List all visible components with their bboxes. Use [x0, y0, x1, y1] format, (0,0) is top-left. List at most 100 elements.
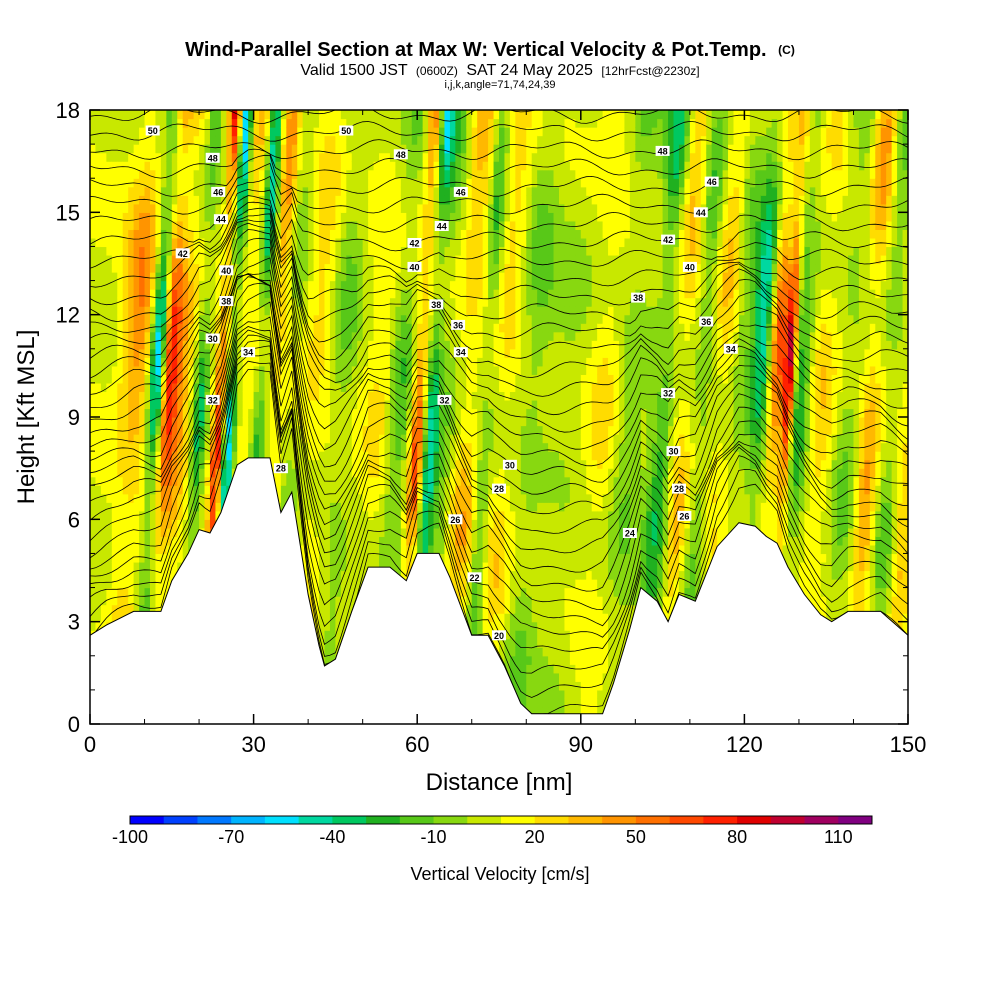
w-cell — [155, 493, 162, 503]
w-cell — [199, 331, 206, 341]
w-cell — [351, 272, 358, 282]
w-cell — [209, 254, 217, 265]
w-cell — [95, 519, 102, 529]
w-cell — [417, 365, 424, 375]
w-cell — [215, 306, 222, 316]
w-cell — [269, 186, 277, 196]
w-cell — [133, 519, 140, 529]
w-cell — [133, 434, 140, 444]
w-cell — [117, 306, 124, 316]
w-cell — [209, 357, 217, 367]
w-cell — [417, 374, 424, 384]
w-cell — [379, 442, 386, 452]
w-cell — [324, 604, 331, 614]
w-cell — [346, 212, 353, 222]
w-cell — [362, 263, 369, 273]
w-cell — [313, 493, 320, 503]
w-cell — [340, 323, 347, 333]
w-cell — [319, 570, 326, 580]
w-cell — [346, 399, 353, 410]
w-cell — [90, 229, 97, 239]
w-cell — [389, 314, 396, 324]
w-cell — [139, 263, 146, 273]
w-cell — [400, 110, 407, 120]
w-cell — [373, 246, 380, 256]
w-cell — [384, 246, 391, 256]
w-cell — [160, 544, 167, 555]
w-cell — [128, 348, 135, 358]
w-cell — [111, 561, 118, 572]
w-cell — [395, 553, 402, 563]
w-cell — [362, 169, 369, 179]
w-cell — [417, 254, 424, 265]
w-cell — [117, 340, 124, 350]
w-cell — [199, 451, 206, 461]
w-cell — [308, 195, 315, 205]
w-cell — [449, 135, 456, 145]
w-cell — [455, 391, 462, 401]
w-cell — [460, 408, 467, 418]
w-cell — [439, 476, 446, 486]
w-cell — [259, 391, 266, 401]
w-cell — [351, 468, 358, 478]
w-cell — [248, 110, 255, 120]
w-cell — [439, 408, 446, 418]
w-cell — [373, 280, 380, 290]
w-cell — [90, 570, 97, 580]
w-cell — [422, 348, 429, 358]
w-cell — [373, 306, 380, 316]
w-cell — [324, 169, 331, 179]
w-cell — [439, 553, 446, 563]
w-cell — [231, 110, 238, 120]
w-cell — [248, 144, 255, 154]
w-cell — [389, 451, 396, 461]
w-cell — [319, 178, 326, 188]
w-cell — [286, 348, 293, 358]
w-cell — [286, 442, 293, 452]
w-cell — [242, 272, 249, 282]
w-cell — [269, 314, 277, 324]
w-cell — [439, 502, 446, 512]
w-cell — [368, 408, 375, 418]
w-cell — [149, 331, 157, 341]
w-cell — [455, 280, 462, 290]
w-cell — [340, 169, 347, 179]
w-cell — [100, 306, 107, 316]
w-cell — [117, 186, 124, 196]
w-cell — [357, 152, 364, 162]
w-cell — [384, 365, 391, 375]
w-cell — [171, 195, 178, 205]
w-cell — [379, 561, 386, 572]
w-cell — [95, 468, 102, 478]
w-cell — [149, 229, 157, 239]
w-cell — [248, 237, 255, 248]
w-cell — [444, 340, 451, 350]
w-cell — [373, 272, 380, 282]
w-cell — [379, 306, 386, 316]
w-cell — [95, 502, 102, 512]
w-cell — [449, 570, 456, 580]
w-cell — [340, 485, 347, 495]
w-cell — [460, 434, 467, 444]
w-cell — [346, 237, 353, 248]
w-cell — [280, 476, 287, 486]
w-cell — [122, 519, 129, 529]
w-cell — [368, 442, 375, 452]
w-cell — [433, 212, 440, 222]
w-cell — [379, 169, 386, 179]
w-cell — [149, 237, 157, 248]
w-cell — [111, 272, 118, 282]
w-cell — [128, 331, 135, 341]
w-cell — [422, 510, 429, 520]
w-cell — [313, 527, 320, 537]
w-cell — [106, 579, 113, 589]
w-cell — [428, 365, 435, 375]
w-cell — [411, 254, 418, 265]
w-cell — [149, 417, 157, 427]
w-cell — [188, 357, 195, 367]
w-cell — [302, 135, 309, 145]
w-cell — [155, 391, 162, 401]
w-cell — [106, 399, 113, 410]
w-cell — [242, 254, 249, 265]
w-cell — [460, 127, 467, 137]
